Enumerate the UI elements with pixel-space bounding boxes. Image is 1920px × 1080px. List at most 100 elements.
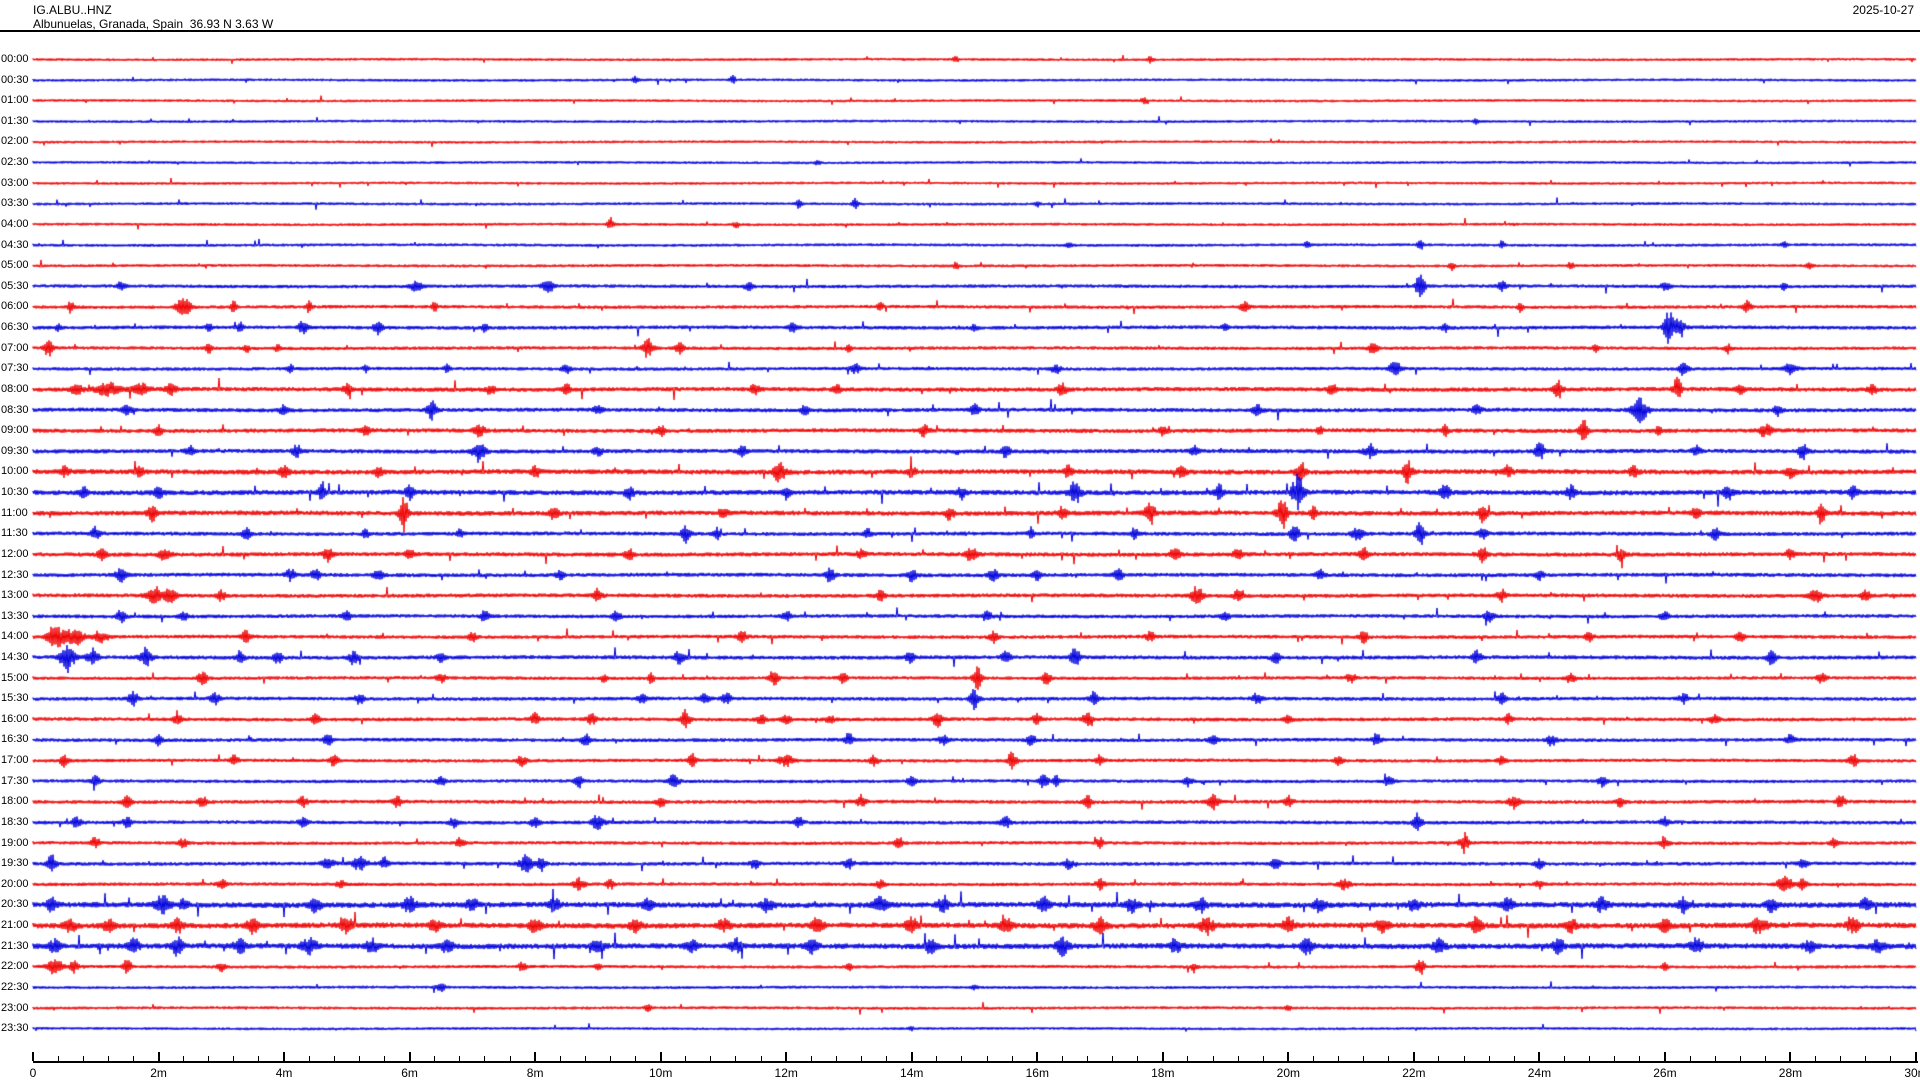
x-axis-minor-tick — [1764, 1056, 1766, 1061]
x-axis-minor-tick — [810, 1056, 812, 1061]
x-axis-major-tick — [910, 1052, 913, 1061]
row-time-label: 23:30 — [1, 1022, 29, 1035]
x-axis-major-tick — [1915, 1052, 1917, 1061]
x-axis-minor-tick — [509, 1056, 511, 1061]
x-axis-minor-tick — [434, 1056, 436, 1061]
x-axis-tick-label: 18m — [1151, 1066, 1175, 1080]
row-time-label: 17:30 — [1, 774, 29, 787]
x-axis-minor-tick — [1890, 1056, 1892, 1061]
x-axis-minor-tick — [735, 1056, 737, 1061]
x-axis-minor-tick — [584, 1056, 586, 1061]
row-time-label: 21:30 — [1, 939, 29, 952]
row-time-label: 08:30 — [1, 403, 29, 416]
x-axis-tick-label: 26m — [1653, 1066, 1677, 1080]
row-time-label: 16:30 — [1, 733, 29, 746]
row-time-label: 20:30 — [1, 898, 29, 911]
row-time-label: 22:00 — [1, 960, 29, 973]
x-axis-tick-label: 2m — [150, 1066, 167, 1080]
x-axis-major-tick — [534, 1052, 537, 1061]
x-axis-major-tick — [785, 1052, 788, 1061]
x-axis-minor-tick — [1187, 1056, 1189, 1061]
row-time-label: 19:00 — [1, 836, 29, 849]
x-axis-minor-tick — [1488, 1056, 1490, 1061]
x-axis-minor-tick — [1137, 1056, 1139, 1061]
x-axis-minor-tick — [1237, 1056, 1239, 1061]
x-axis-minor-tick — [986, 1056, 988, 1061]
x-axis-minor-tick — [1639, 1056, 1641, 1061]
x-axis-minor-tick — [358, 1056, 360, 1061]
x-axis-minor-tick — [132, 1056, 134, 1061]
x-axis-minor-tick — [1061, 1056, 1063, 1061]
x-axis-minor-tick — [1011, 1056, 1013, 1061]
x-axis-minor-tick — [559, 1056, 561, 1061]
x-axis-minor-tick — [484, 1056, 486, 1061]
row-time-label: 14:00 — [1, 630, 29, 643]
x-axis-minor-tick — [1815, 1056, 1817, 1061]
x-axis-major-tick — [1036, 1052, 1039, 1061]
row-time-label: 15:30 — [1, 692, 29, 705]
x-axis-minor-tick — [258, 1056, 260, 1061]
x-axis-tick-label: 8m — [526, 1066, 544, 1080]
x-axis-tick-label: 10m — [648, 1066, 673, 1080]
row-time-label: 05:30 — [1, 279, 29, 292]
row-time-label: 09:00 — [1, 424, 29, 437]
x-axis-minor-tick — [107, 1056, 109, 1061]
row-time-label: 16:00 — [1, 712, 29, 725]
row-time-label: 00:00 — [1, 53, 29, 65]
x-axis-major-tick — [1663, 1052, 1666, 1061]
x-axis-tick-label: 12m — [774, 1066, 798, 1080]
row-time-label: 23:00 — [1, 1001, 29, 1014]
x-axis-major-tick — [157, 1052, 160, 1061]
x-axis-major-tick — [1538, 1052, 1541, 1061]
x-axis-minor-tick — [57, 1056, 59, 1061]
row-time-label: 10:30 — [1, 486, 29, 499]
x-axis-tick-label: 6m — [401, 1066, 418, 1080]
x-axis-minor-tick — [1262, 1056, 1264, 1061]
x-axis-minor-tick — [1463, 1056, 1465, 1061]
row-time-label: 04:30 — [1, 238, 29, 251]
row-time-label: 15:00 — [1, 671, 29, 684]
x-axis-minor-tick — [1714, 1056, 1716, 1061]
x-axis-minor-tick — [459, 1056, 461, 1061]
row-time-label: 22:30 — [1, 980, 29, 993]
row-time-label: 21:00 — [1, 919, 29, 932]
row-time-label: 07:30 — [1, 362, 29, 375]
x-axis-minor-tick — [1438, 1056, 1440, 1061]
x-axis-tick-label: 28m — [1778, 1066, 1803, 1080]
x-axis-minor-tick — [1212, 1056, 1214, 1061]
x-axis-tick-label: 4m — [275, 1066, 293, 1080]
x-axis-tick-label: 0 — [29, 1066, 37, 1080]
x-axis-minor-tick — [333, 1056, 335, 1061]
x-axis-minor-tick — [383, 1056, 385, 1061]
x-axis-minor-tick — [1865, 1056, 1867, 1061]
x-axis-minor-tick — [936, 1056, 938, 1061]
x-axis-minor-tick — [710, 1056, 712, 1061]
row-time-label: 05:00 — [1, 259, 29, 272]
x-axis-line — [33, 1061, 1918, 1063]
x-axis-minor-tick — [1388, 1056, 1390, 1061]
x-axis-minor-tick — [1086, 1056, 1088, 1061]
row-time-label: 03:30 — [1, 197, 29, 210]
x-axis-tick-label: 22m — [1402, 1066, 1426, 1080]
row-time-label: 09:30 — [1, 444, 29, 457]
row-time-label: 03:00 — [1, 176, 29, 189]
x-axis-major-tick — [659, 1052, 662, 1061]
x-axis-minor-tick — [861, 1056, 863, 1061]
x-axis-minor-tick — [1338, 1056, 1340, 1061]
x-axis-minor-tick — [835, 1056, 837, 1061]
x-axis-minor-tick — [308, 1056, 310, 1061]
x-axis-tick-label: 20m — [1276, 1066, 1300, 1080]
x-axis-tick-label: 24m — [1527, 1066, 1552, 1080]
row-time-label: 20:00 — [1, 877, 29, 890]
x-axis-minor-tick — [1689, 1056, 1691, 1061]
row-time-label: 06:30 — [1, 321, 29, 334]
x-axis-major-tick — [408, 1052, 411, 1061]
row-time-label: 12:30 — [1, 568, 29, 581]
x-axis-major-tick — [1412, 1052, 1415, 1061]
x-axis-minor-tick — [961, 1056, 963, 1061]
x-axis-minor-tick — [82, 1056, 84, 1061]
row-time-label: 11:00 — [1, 506, 28, 519]
x-axis-major-tick — [1161, 1052, 1164, 1061]
row-time-label: 11:30 — [1, 527, 28, 540]
